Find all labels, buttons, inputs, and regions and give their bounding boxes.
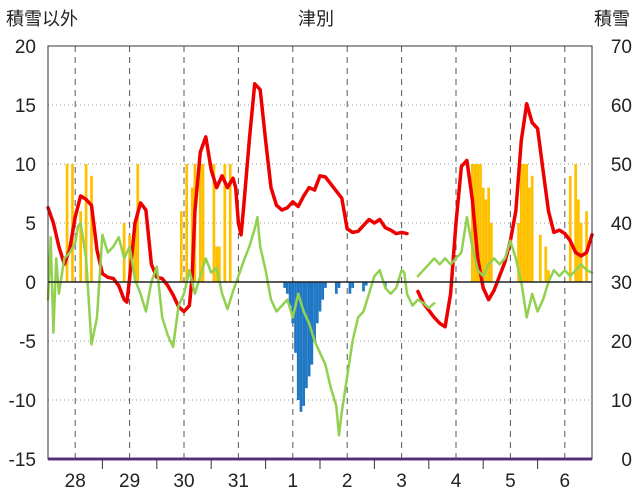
x-tick-label: 1	[288, 471, 299, 492]
right-tick-label: 30	[611, 273, 632, 294]
x-tick-label: 28	[65, 471, 86, 492]
negative-bar	[321, 282, 325, 300]
precip-bar	[522, 164, 526, 282]
precip-bar	[212, 164, 216, 282]
right-tick-label: 20	[611, 332, 632, 353]
x-tick-label: 3	[396, 471, 407, 492]
negative-bar	[318, 282, 322, 312]
negative-bar	[362, 282, 365, 292]
negative-bar	[310, 282, 314, 365]
precip-bar	[128, 234, 131, 282]
precip-bar	[530, 175, 534, 282]
precip-bar	[577, 199, 580, 282]
negative-bar	[334, 282, 338, 294]
left-tick-label: 20	[15, 37, 36, 58]
x-tick-label: 4	[451, 471, 462, 492]
x-tick-label: 29	[119, 471, 140, 492]
bar-layer	[65, 164, 588, 412]
green-series-line	[46, 215, 436, 437]
left-tick-label: -15	[9, 450, 36, 471]
precip-bar	[185, 164, 189, 282]
red-series-line	[416, 102, 594, 329]
precip-bar	[574, 164, 578, 282]
negative-bar	[302, 282, 306, 406]
x-tick-label: 31	[228, 471, 249, 492]
precip-bar	[190, 187, 194, 282]
left-tick-label: 0	[25, 273, 36, 294]
right-tick-label: 40	[611, 214, 632, 235]
precip-bar	[525, 164, 529, 282]
precip-bar	[79, 211, 82, 282]
precip-bar	[133, 223, 137, 282]
precip-bar	[479, 164, 482, 282]
green-series-line	[416, 215, 594, 319]
chart-title: 津別	[298, 9, 334, 30]
left-tick-label: 5	[25, 214, 36, 235]
negative-bar	[348, 282, 352, 294]
negative-bar	[299, 282, 303, 412]
precip-bar	[215, 246, 218, 282]
precip-bar	[470, 164, 474, 282]
precip-bar	[490, 223, 493, 282]
x-tick-label: 2	[342, 471, 353, 492]
right-tick-label: 0	[621, 450, 632, 471]
precip-bar	[544, 246, 548, 282]
precip-bar	[538, 234, 542, 282]
right-tick-label: 60	[611, 96, 632, 117]
precip-bar	[476, 164, 480, 282]
precip-bar	[65, 164, 69, 282]
precip-bar	[519, 164, 523, 282]
right-tick-label: 10	[611, 391, 632, 412]
left-tick-label: 15	[15, 96, 36, 117]
precip-bar	[484, 199, 488, 282]
left-tick-label: -10	[9, 391, 36, 412]
negative-bar	[283, 282, 286, 288]
precip-bar	[179, 211, 183, 282]
negative-bar	[351, 282, 354, 288]
precip-bar	[218, 246, 221, 282]
precip-bar	[90, 175, 93, 282]
precip-bar	[547, 270, 550, 282]
precip-bar	[122, 223, 126, 282]
x-tick-label: 5	[505, 471, 516, 492]
precip-bar	[568, 175, 572, 282]
negative-bar	[337, 282, 341, 288]
negative-bar	[364, 282, 368, 286]
negative-bar	[288, 282, 292, 306]
negative-bar	[286, 282, 289, 294]
left-axis-title: 積雪以外	[6, 9, 78, 30]
left-tick-label: -5	[19, 332, 36, 353]
negative-bar	[324, 282, 327, 288]
right-tick-label: 50	[611, 155, 632, 176]
left-tick-label: 10	[15, 155, 36, 176]
precip-bar	[517, 223, 520, 282]
precip-bar	[201, 164, 205, 282]
precip-bar	[579, 223, 583, 282]
negative-bar	[296, 282, 300, 400]
right-axis-title: 積雪	[594, 9, 630, 30]
precip-bar	[228, 164, 232, 282]
right-tick-label: 70	[611, 37, 632, 58]
negative-bar	[294, 282, 297, 353]
negative-bar	[315, 282, 319, 324]
negative-bar	[291, 282, 295, 324]
precip-bar	[481, 187, 485, 282]
x-tick-label: 6	[560, 471, 571, 492]
red-series-line	[46, 82, 409, 314]
negative-bar	[305, 282, 308, 389]
precip-bar	[487, 187, 490, 282]
precip-bar	[136, 164, 140, 282]
precip-bar	[585, 211, 588, 282]
negative-bar	[313, 282, 316, 341]
precip-bar	[223, 164, 227, 282]
x-tick-label: 30	[173, 471, 194, 492]
negative-bar	[307, 282, 311, 377]
precip-bar	[198, 164, 202, 282]
precip-bar	[528, 187, 531, 282]
precip-bar	[84, 164, 88, 282]
